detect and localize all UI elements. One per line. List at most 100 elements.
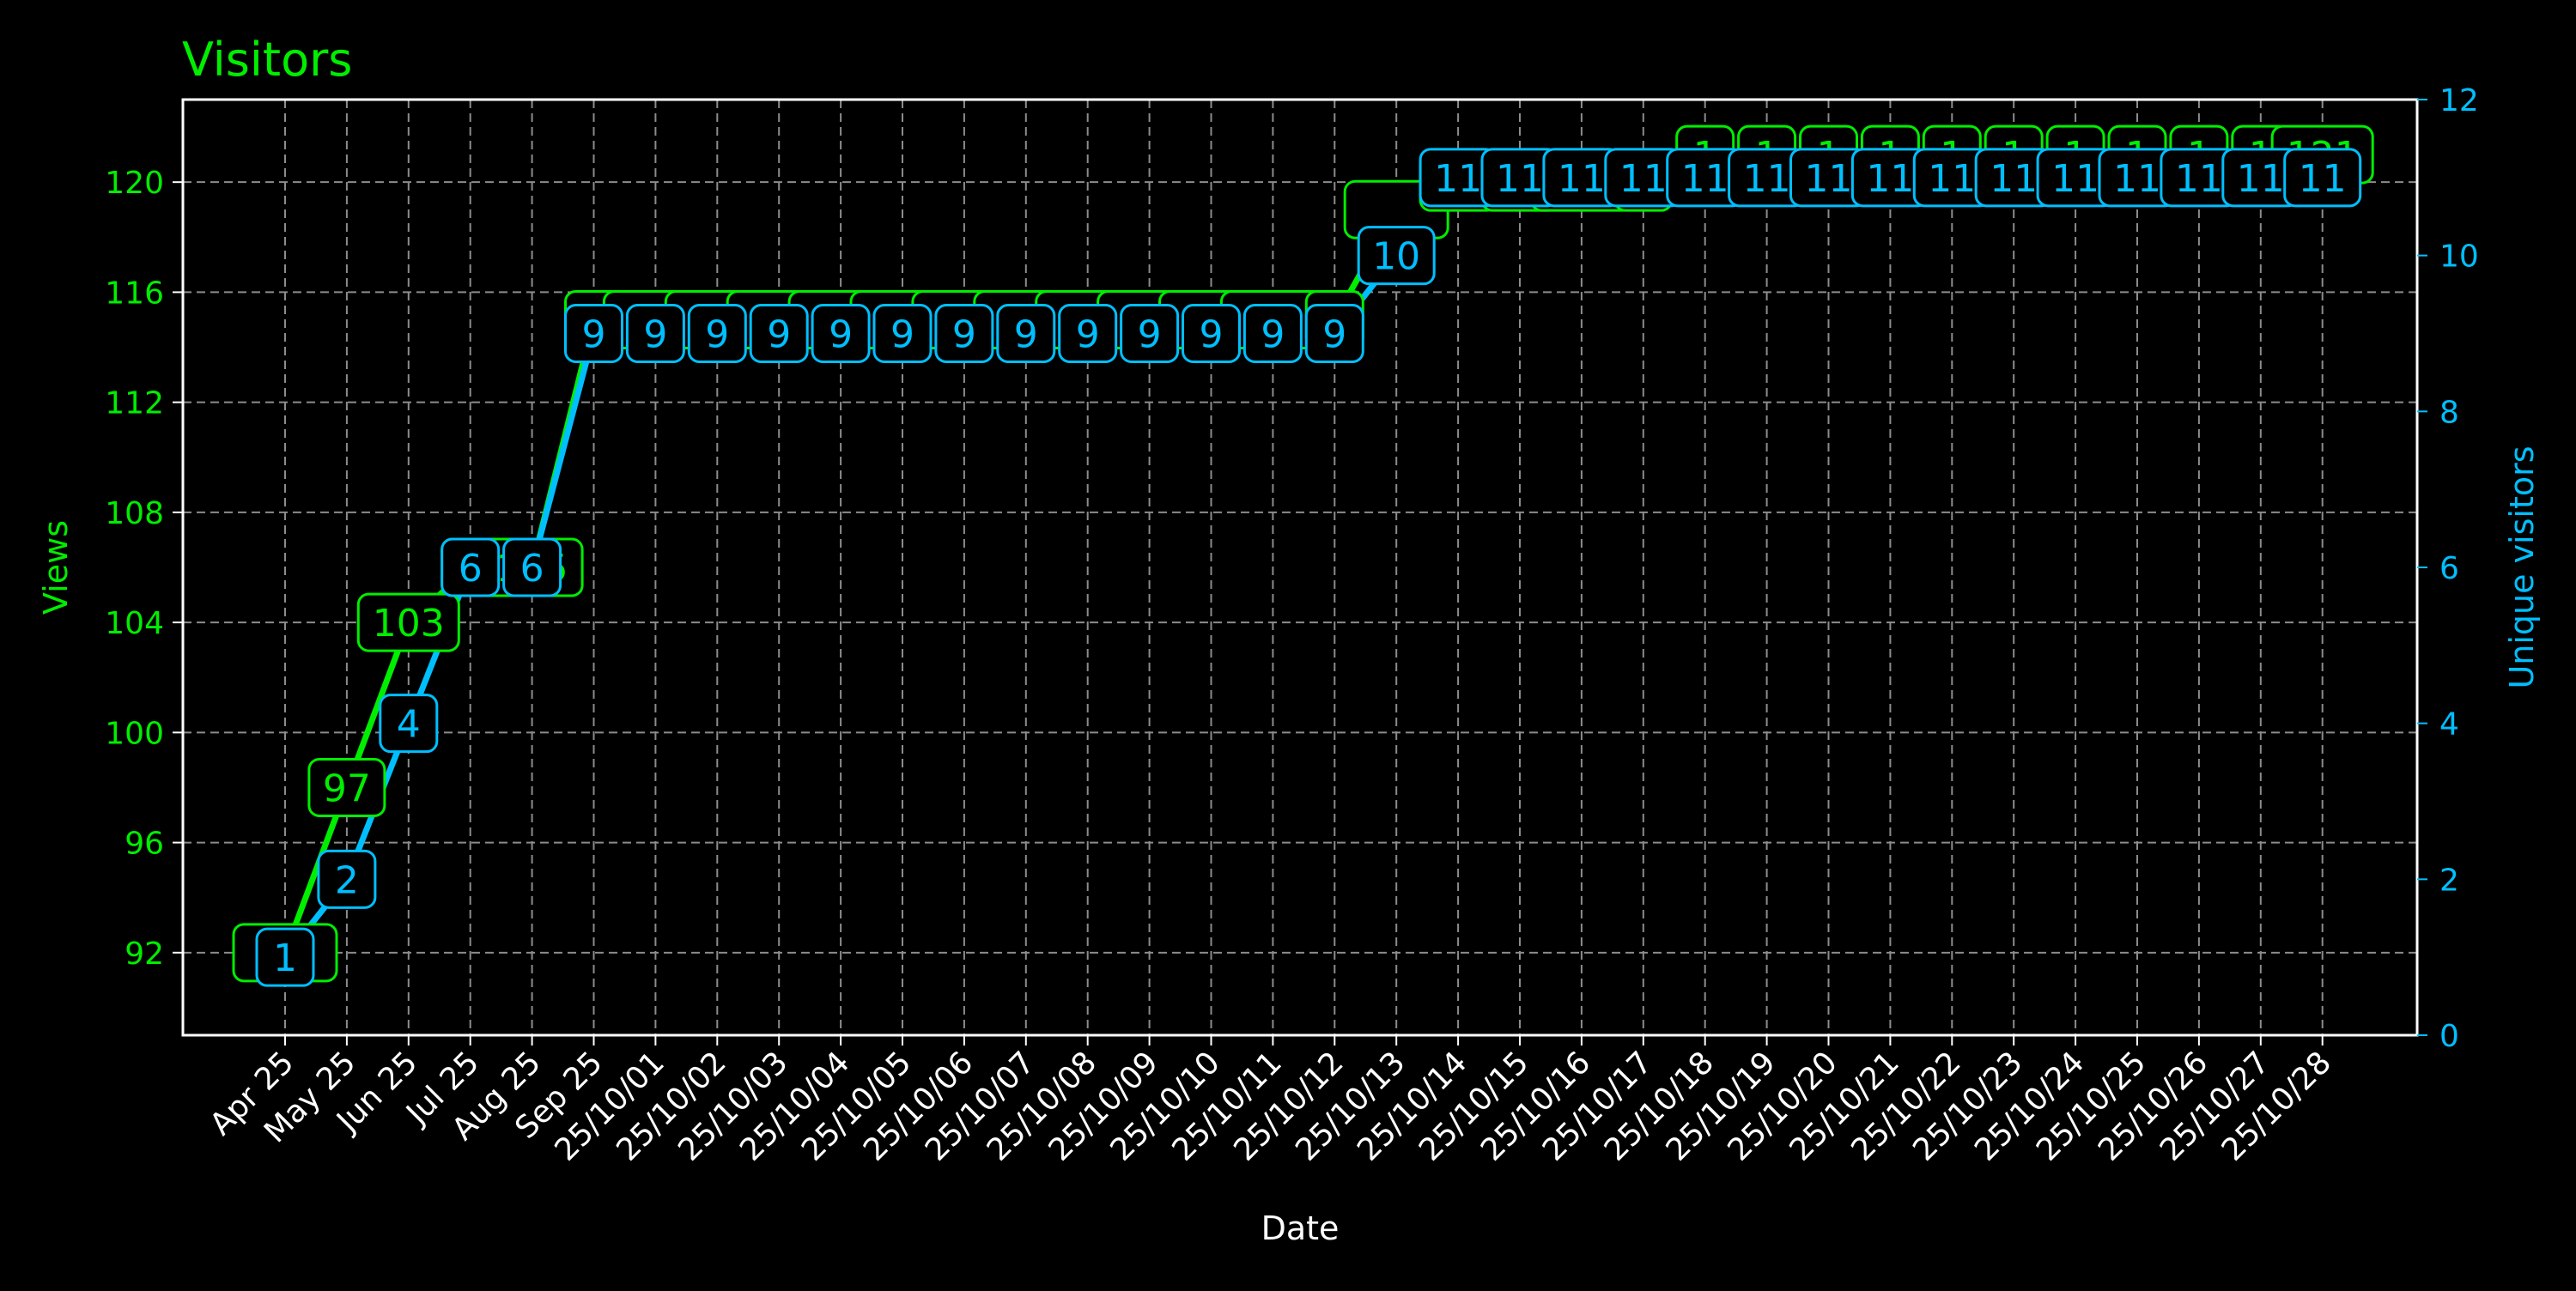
unique-point-label-box (1242, 304, 1303, 363)
unique-point-label-box (255, 927, 315, 987)
y-left-tick-label: 96 (125, 827, 164, 862)
unique-point-label: 11 (1666, 148, 1745, 208)
y-left-tick-label: 112 (105, 386, 164, 421)
unique-point-label-text: 11 (1928, 157, 1976, 201)
unique-point-label-text: 9 (952, 313, 976, 357)
unique-point-label-text: 9 (890, 313, 914, 357)
unique-point-label-box (1304, 304, 1364, 363)
y-left-tick-label: 92 (125, 936, 164, 972)
unique-point-label-box (1357, 226, 1436, 286)
y-left-tick-label: 104 (105, 606, 164, 641)
views-point-label: 103 (356, 592, 460, 652)
unique-point-label: 9 (1182, 304, 1241, 363)
unique-point-label: 11 (1728, 148, 1807, 208)
unique-point-label: 9 (687, 304, 747, 363)
unique-point-label: 9 (811, 304, 871, 363)
unique-point-label: 11 (2221, 148, 2300, 208)
unique-point-label-box (379, 694, 439, 754)
unique-point-label: 9 (1242, 304, 1303, 363)
unique-point-label-text: 11 (1558, 157, 1606, 201)
unique-point-label: 9 (996, 304, 1056, 363)
chart-title: Visitors (182, 33, 352, 87)
unique-point-label-text: 11 (1496, 157, 1544, 201)
views-point-label: 97 (307, 757, 386, 817)
unique-point-label-box (996, 304, 1056, 363)
unique-point-label-box (811, 304, 871, 363)
unique-point-label-text: 9 (582, 313, 606, 357)
unique-point-label: 2 (317, 849, 377, 909)
y-right-tick-label: 4 (2439, 707, 2459, 742)
unique-point-label-text: 11 (1866, 157, 1914, 201)
y-right-tick-label: 6 (2439, 551, 2459, 586)
unique-point-label: 9 (564, 304, 623, 363)
unique-point-label: 11 (1974, 148, 2053, 208)
unique-point-label-box (749, 304, 809, 363)
y-axis-left-label: Views (37, 520, 75, 615)
unique-point-label-box (502, 537, 562, 597)
views-point-label-text: 97 (323, 767, 371, 810)
unique-point-label: 11 (1850, 148, 1929, 208)
unique-point-label-text: 11 (2051, 157, 2099, 201)
unique-point-label: 11 (2283, 148, 2362, 208)
unique-point-label: 9 (872, 304, 933, 363)
unique-point-label-text: 6 (520, 547, 544, 591)
unique-point-label: 1 (255, 927, 315, 987)
unique-point-label-box (872, 304, 933, 363)
grid (183, 100, 2417, 1035)
unique-point-label-text: 9 (705, 313, 729, 357)
unique-point-label: 6 (440, 537, 501, 597)
unique-point-label: 9 (625, 304, 685, 363)
unique-point-label: 9 (1304, 304, 1364, 363)
y-axis-right-label: Unique visitors (2503, 445, 2541, 688)
views-point-label-box (356, 592, 460, 652)
unique-point-label-text: 1 (273, 936, 297, 980)
unique-point-label-text: 11 (2299, 157, 2347, 201)
y-right-tick-label: 12 (2439, 83, 2479, 118)
unique-point-label: 10 (1357, 226, 1436, 286)
unique-point-label: 11 (1912, 148, 1991, 208)
unique-point-label-text: 11 (2113, 157, 2161, 201)
views-point-label-box (307, 757, 386, 817)
unique-point-label-text: 9 (643, 313, 667, 357)
unique-point-label: 11 (2036, 148, 2115, 208)
unique-point-label-text: 2 (335, 858, 359, 902)
unique-point-label: 11 (2098, 148, 2177, 208)
y-right-tick-label: 0 (2439, 1019, 2459, 1054)
unique-point-label: 11 (2160, 148, 2239, 208)
unique-point-label: 11 (1542, 148, 1621, 208)
unique-point-label: 11 (1419, 148, 1498, 208)
unique-point-label: 9 (1120, 304, 1180, 363)
y-left-tick-label: 120 (105, 166, 164, 201)
unique-point-label-box (1058, 304, 1118, 363)
unique-point-label-box (687, 304, 747, 363)
y-left-tick-label: 116 (105, 276, 164, 311)
unique-point-label-box (1120, 304, 1180, 363)
unique-point-label: 4 (379, 694, 439, 754)
unique-point-label-box (1182, 304, 1241, 363)
unique-point-label-text: 9 (1014, 313, 1038, 357)
y-right-tick-label: 10 (2439, 239, 2479, 275)
unique-point-label-text: 11 (1743, 157, 1791, 201)
unique-point-label-text: 11 (1681, 157, 1729, 201)
unique-point-label-text: 9 (1200, 313, 1224, 357)
y-left-tick-label: 100 (105, 716, 164, 751)
unique-point-label: 9 (749, 304, 809, 363)
unique-point-label: 6 (502, 537, 562, 597)
unique-point-label-box (934, 304, 994, 363)
unique-point-label-text: 10 (1372, 235, 1420, 279)
unique-point-label-box (564, 304, 623, 363)
unique-point-label-text: 9 (1076, 313, 1100, 357)
unique-point-label-text: 11 (1805, 157, 1853, 201)
unique-point-label-text: 4 (397, 703, 421, 747)
unique-point-label-text: 11 (1619, 157, 1668, 201)
y-left-tick-label: 108 (105, 496, 164, 531)
unique-point-label-text: 6 (459, 547, 483, 591)
unique-point-label-box (440, 537, 501, 597)
unique-point-label-text: 9 (1138, 313, 1162, 357)
unique-point-label-box (2283, 148, 2362, 208)
unique-point-label: 9 (1058, 304, 1118, 363)
unique-point-label-text: 9 (829, 313, 853, 357)
